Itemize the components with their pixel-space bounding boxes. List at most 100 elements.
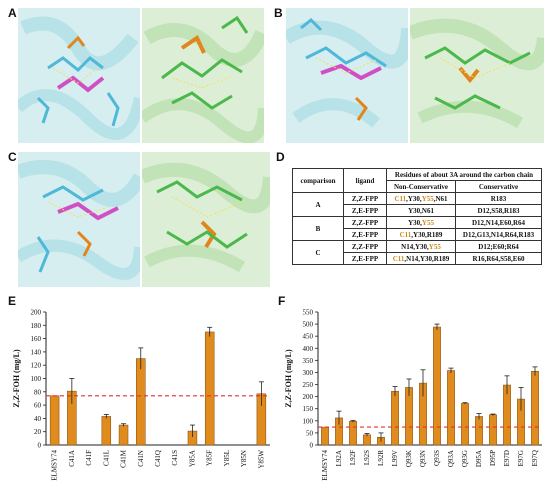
bar-chart-e: 0 20 40 60 80 100 120 140 160 180 200 Z,Z-FOH (mg/L… — [12, 309, 270, 481]
y-axis-label: Z,Z-FOH (mg/L) — [284, 349, 293, 408]
bar — [531, 370, 539, 446]
conservative-cell: R16,R64,S58,E60 — [455, 252, 542, 265]
bar — [49, 395, 60, 446]
table-row: B Z,Z-FPP Y30,Y55 D12,N14,E60,R64 — [292, 216, 542, 241]
x-tick-label: C41A — [68, 450, 76, 467]
bar — [447, 370, 455, 446]
bar — [349, 421, 357, 446]
nonconservative-highlight: Y55 — [428, 242, 441, 251]
x-tick-label: Q93N — [419, 450, 427, 467]
x-tick-label: Q93A — [447, 450, 455, 467]
table-row: C Z,Z-FPP N14,Y30,Y55 D12;E60;R64 — [292, 240, 542, 265]
nonconservative-text: Y30, — [408, 218, 422, 227]
x-tick-label: E97Q — [531, 450, 539, 466]
ligand-cell: Z,Z-FPP — [343, 216, 387, 229]
x-tick-label: Q93G — [461, 450, 469, 467]
nonconservative-highlight: C11 — [392, 254, 405, 263]
ligand-cell: Z,E-FPP — [343, 204, 387, 217]
y-tick-label: 250 — [303, 381, 314, 389]
x-tick-label: D95A — [475, 450, 483, 467]
molecule-image-b-cyan — [286, 8, 408, 143]
bar — [489, 414, 497, 446]
y-tick-label: 550 — [303, 309, 314, 317]
y-tick-label: 140 — [31, 348, 42, 356]
x-tick-label: Y85A — [188, 450, 196, 467]
nonconservative-text: Y30,N61 — [408, 206, 434, 215]
y-tick-label: 40 — [34, 415, 42, 423]
x-tick-label: Y85F — [206, 450, 214, 466]
y-tick-label: 0 — [310, 442, 314, 450]
comparison-cell: A — [292, 192, 344, 217]
x-tick-label: Q93K — [405, 450, 413, 467]
molecule-image-c-green — [142, 152, 270, 287]
bar — [321, 426, 329, 446]
nonconservative-text: N14,Y30, — [401, 242, 429, 251]
x-tick-label: C41F — [85, 450, 93, 466]
y-tick-label: 0 — [38, 442, 42, 450]
bar — [461, 403, 469, 446]
x-tick-label: Y85N — [240, 450, 248, 467]
molecule-image-b-green — [410, 8, 544, 143]
nonconservative-text: ,Y30,R189 — [411, 230, 443, 239]
x-tick-label: L99V — [391, 450, 399, 466]
y-tick-label: 200 — [31, 309, 42, 317]
x-tick-label: E97D — [503, 450, 511, 466]
bar — [204, 331, 215, 446]
y-tick-label: 300 — [303, 369, 314, 377]
panel-label-c: C — [8, 150, 17, 164]
y-tick-label: 50 — [306, 429, 314, 437]
residues-table: comparison ligand Residues of about 3A a… — [292, 168, 542, 288]
nonconservative-text: ,N14,Y30,R189 — [404, 254, 450, 263]
bar — [118, 424, 129, 446]
x-tick-label: ELMSY74 — [321, 450, 329, 481]
x-tick-label: E97G — [517, 450, 525, 466]
panel-label-d: D — [276, 150, 285, 164]
nonconservative-cell: Y30,Y55 — [385, 216, 457, 229]
nonconservative-cell: Y30,N61 — [385, 204, 457, 217]
x-tick-label: Q93S — [433, 450, 441, 466]
ligand-cell: Z,E-FPP — [343, 228, 387, 241]
y-tick-label: 20 — [34, 428, 42, 436]
y-tick-label: 60 — [34, 402, 42, 410]
conservative-cell: D12,S58,R183 — [455, 204, 542, 217]
y-tick-label: 200 — [303, 393, 314, 401]
y-tick-label: 150 — [303, 405, 314, 413]
bar — [405, 387, 413, 446]
conservative-cell: D12;E60;R64 — [455, 240, 542, 253]
x-tick-label: L92S — [363, 450, 371, 465]
nonconservative-cell: C11,Y30,R189 — [385, 228, 457, 241]
y-tick-label: 180 — [31, 322, 42, 330]
y-tick-label: 120 — [31, 362, 42, 370]
y-axis-label: Z,Z-FOH (mg/L) — [12, 349, 21, 408]
panel-label-f: F — [278, 294, 286, 308]
x-tick-label: Y85W — [257, 450, 265, 469]
conservative-cell: D12,N14,E60,R64 — [455, 216, 542, 229]
bar — [363, 434, 371, 446]
y-tick-label: 160 — [31, 335, 42, 343]
ligand-cell: Z,E-FPP — [343, 252, 387, 265]
nonconservative-highlight: Y55 — [421, 218, 434, 227]
x-tick-label: C41M — [120, 449, 128, 468]
conservative-cell: D12,G13,N14,R64,R183 — [455, 228, 542, 241]
conservative-cell: R183 — [455, 192, 542, 205]
bar-chart-f: 0 50 100 150 200 250 300 350 400 450 500 550 Z,Z-FOH… — [284, 309, 542, 481]
table-row: Z,E-FPP C11,N14,Y30,R189 R16,R64,S58,E60 — [293, 252, 542, 265]
nonconservative-highlight: C11 — [399, 230, 412, 239]
x-tick-label: C41N — [137, 450, 145, 467]
header-conservative: Conservative — [455, 180, 542, 193]
panel-label-e: E — [8, 294, 17, 308]
x-tick-label: L92A — [335, 450, 343, 466]
y-tick-label: 350 — [303, 357, 314, 365]
x-tick-label: C41S — [171, 450, 179, 466]
bar — [475, 416, 483, 446]
molecule-image-c-cyan — [18, 152, 140, 287]
nonconservative-text: ,N61 — [433, 194, 448, 203]
header-ligand: ligand — [343, 168, 387, 193]
molecule-image-a-cyan — [18, 8, 140, 143]
y-tick-label: 80 — [34, 388, 42, 396]
x-tick-label: D95P — [489, 450, 497, 466]
y-tick-label: 100 — [303, 417, 314, 425]
x-tick-label: C41Q — [154, 450, 162, 467]
y-tick-label: 100 — [31, 375, 42, 383]
panel-label-b: B — [274, 6, 283, 20]
